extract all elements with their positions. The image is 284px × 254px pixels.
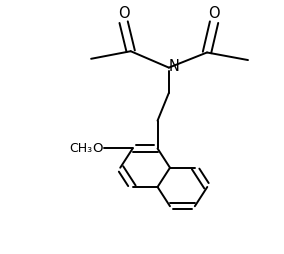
Text: CH₃: CH₃ bbox=[69, 142, 92, 155]
Text: O: O bbox=[208, 6, 220, 21]
Text: O: O bbox=[93, 142, 103, 155]
Text: O: O bbox=[118, 6, 130, 21]
Text: N: N bbox=[169, 59, 180, 74]
